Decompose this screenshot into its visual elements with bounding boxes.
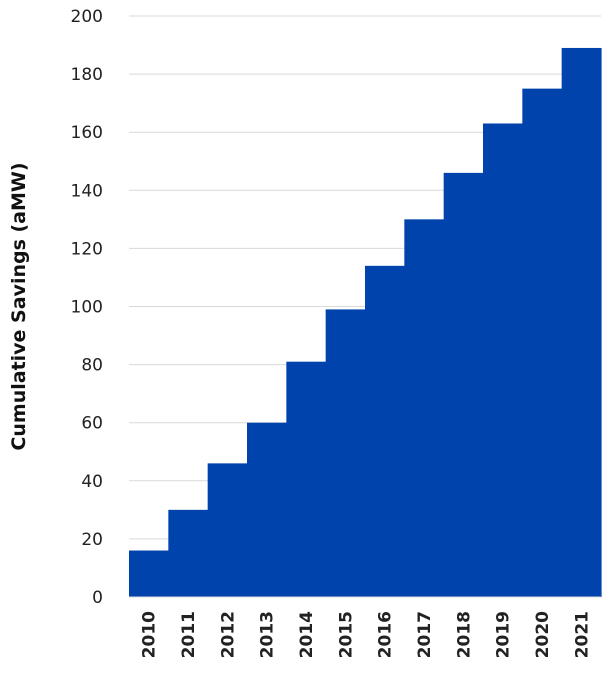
- step-segment-2020: [522, 88, 563, 597]
- step-segment-2010: [129, 550, 169, 597]
- x-tick-label-2020: 2020: [533, 611, 553, 658]
- step-segment-2016: [365, 265, 405, 597]
- y-tick-label-200: 200: [71, 7, 103, 27]
- y-tick-label-120: 120: [71, 239, 103, 259]
- y-tick-label-160: 160: [71, 123, 103, 143]
- step-segment-2014: [286, 361, 327, 597]
- area-layer: [129, 47, 602, 598]
- step-segment-2019: [483, 123, 523, 598]
- label-layer: 0 20 40 60 80 100 120 140 160 180 200 2010 2011 2012 2…: [71, 7, 593, 658]
- x-tick-label-2015: 2015: [336, 611, 356, 658]
- y-axis-title: Cumulative Savings (aMW): [8, 162, 30, 450]
- y-tick-label-80: 80: [81, 356, 103, 376]
- x-tick-label-2013: 2013: [258, 611, 278, 658]
- x-tick-label-2011: 2011: [179, 611, 199, 658]
- y-tick-label-20: 20: [81, 530, 103, 550]
- y-tick-label-180: 180: [71, 65, 103, 85]
- step-segment-2013: [247, 422, 287, 597]
- y-tick-label-40: 40: [81, 472, 103, 492]
- x-tick-label-2019: 2019: [494, 611, 514, 658]
- step-segment-2012: [207, 463, 248, 597]
- y-tick-label-0: 0: [92, 588, 103, 608]
- x-tick-label-2018: 2018: [454, 611, 474, 658]
- x-tick-label-2017: 2017: [415, 611, 435, 658]
- y-tick-label-60: 60: [81, 414, 103, 434]
- x-tick-label-2010: 2010: [140, 611, 160, 658]
- x-tick-label-2014: 2014: [297, 611, 317, 658]
- y-tick-label-140: 140: [71, 181, 103, 201]
- step-segment-2018: [443, 172, 484, 597]
- step-segment-2021: [561, 47, 602, 597]
- x-tick-label-2016: 2016: [376, 611, 396, 658]
- x-tick-label-2012: 2012: [218, 611, 238, 658]
- step-segment-2017: [404, 219, 445, 597]
- x-tick-label-2021: 2021: [572, 611, 592, 658]
- step-segment-2011: [168, 509, 209, 597]
- step-segment-2015: [325, 309, 366, 597]
- y-tick-label-100: 100: [71, 298, 103, 318]
